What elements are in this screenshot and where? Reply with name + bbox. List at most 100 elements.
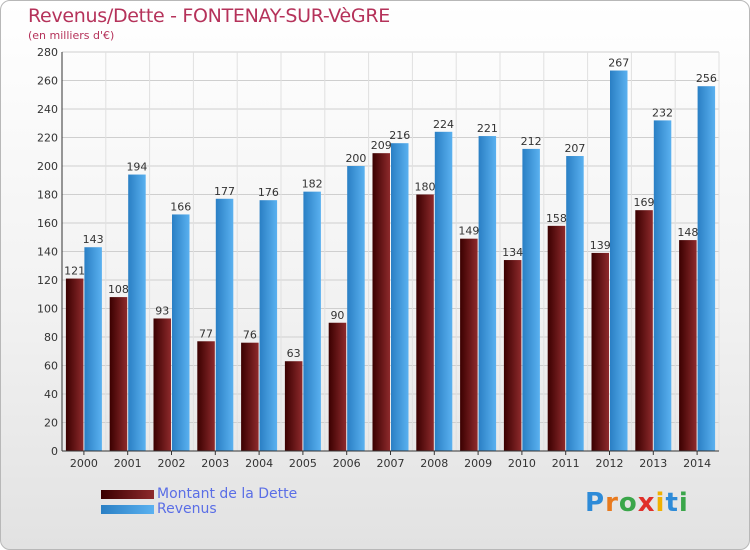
legend-label-dette: Montant de la Dette: [157, 486, 298, 502]
x-tick-label-2003: 2003: [201, 457, 229, 470]
x-tick-label-2007: 2007: [377, 457, 405, 470]
data-label-revenus-2004: 176: [258, 186, 279, 199]
chart-title: Revenus/Dette - FONTENAY-SUR-VèGRE: [28, 5, 390, 27]
bar-dette-2008: [416, 194, 434, 451]
bar-revenus-2006: [347, 166, 365, 451]
logo-letter: P: [585, 488, 606, 518]
data-label-revenus-2009: 221: [477, 122, 498, 135]
y-tick-label: 180: [37, 189, 58, 202]
x-tick-label-2012: 2012: [596, 457, 624, 470]
bar-revenus-2001: [128, 174, 146, 452]
data-label-dette-2001: 108: [108, 283, 129, 296]
data-label-dette-2010: 134: [502, 246, 523, 259]
bar-dette-2014: [679, 240, 697, 451]
data-label-dette-2012: 139: [590, 239, 611, 252]
legend-swatch-revenus: [101, 505, 154, 514]
bar-revenus-2011: [566, 156, 584, 451]
y-tick-label: 80: [44, 331, 58, 344]
x-tick-label-2001: 2001: [114, 457, 142, 470]
bar-dette-2010: [503, 260, 522, 451]
bar-revenus-2005: [303, 191, 321, 451]
bar-dette-2000: [65, 278, 84, 451]
bar-revenus-2002: [172, 214, 190, 451]
data-label-dette-2000: 121: [64, 265, 85, 278]
data-label-revenus-2010: 212: [521, 135, 542, 148]
x-tick-label-2013: 2013: [639, 457, 667, 470]
x-tick-label-2005: 2005: [289, 457, 317, 470]
y-tick-label: 140: [37, 246, 58, 259]
y-tick-label: 60: [44, 360, 58, 373]
legend-swatch-dette: [101, 490, 154, 499]
bar-revenus-2014: [697, 86, 716, 451]
y-tick-label: 40: [44, 388, 58, 401]
logo-letter: i: [655, 488, 666, 518]
data-label-dette-2009: 149: [458, 225, 479, 238]
data-label-revenus-2011: 207: [564, 142, 585, 155]
y-tick-label: 260: [37, 75, 58, 88]
data-label-dette-2013: 169: [634, 196, 655, 209]
logo-letter: o: [618, 488, 638, 518]
bar-dette-2003: [197, 341, 215, 451]
data-label-revenus-2005: 182: [302, 178, 323, 191]
chart-subtitle: (en milliers d'€): [28, 29, 115, 42]
logo-letter: r: [605, 488, 619, 518]
data-label-revenus-2007: 216: [389, 129, 410, 142]
bar-revenus-2007: [391, 143, 409, 451]
bar-dette-2006: [328, 322, 347, 451]
bar-dette-2002: [153, 318, 171, 451]
legend: Montant de la Dette Revenus: [101, 487, 297, 517]
bar-dette-2013: [635, 210, 653, 451]
data-label-dette-2014: 148: [677, 226, 698, 239]
x-tick-label-2009: 2009: [464, 457, 492, 470]
bar-dette-2007: [372, 153, 390, 452]
data-label-revenus-2000: 143: [83, 233, 104, 246]
bar-revenus-2000: [84, 247, 102, 451]
proxiti-logo: Proxiti: [585, 488, 689, 518]
y-tick-label: 280: [37, 46, 58, 59]
data-label-dette-2003: 77: [199, 327, 213, 340]
data-label-revenus-2008: 224: [433, 118, 454, 131]
bar-dette-2011: [547, 225, 566, 451]
x-tick-label-2002: 2002: [158, 457, 186, 470]
data-label-dette-2006: 90: [330, 309, 344, 322]
y-tick-label: 240: [37, 103, 58, 116]
bar-dette-2001: [109, 297, 128, 451]
legend-item-revenus: Revenus: [101, 502, 297, 517]
x-tick-label-2010: 2010: [508, 457, 536, 470]
x-tick-label-2004: 2004: [245, 457, 273, 470]
data-label-revenus-2014: 256: [696, 72, 717, 85]
logo-letter: x: [637, 488, 656, 518]
logo-letter: t: [665, 488, 679, 518]
x-tick-label-2011: 2011: [552, 457, 580, 470]
x-tick-label-2000: 2000: [70, 457, 98, 470]
data-label-revenus-2001: 194: [126, 161, 147, 174]
data-label-dette-2004: 76: [243, 329, 257, 342]
y-tick-label: 20: [44, 417, 58, 430]
bar-revenus-2008: [434, 131, 453, 452]
x-tick-label-2014: 2014: [683, 457, 711, 470]
legend-label-revenus: Revenus: [157, 501, 217, 517]
data-label-revenus-2003: 177: [214, 185, 235, 198]
data-label-dette-2008: 180: [415, 181, 436, 194]
data-label-revenus-2006: 200: [345, 152, 366, 165]
legend-item-dette: Montant de la Dette: [101, 487, 297, 502]
y-tick-label: 200: [37, 160, 58, 173]
bar-dette-2004: [241, 342, 259, 451]
bar-revenus-2012: [610, 70, 628, 452]
bar-revenus-2010: [522, 148, 540, 451]
bar-revenus-2013: [653, 120, 672, 452]
logo-letter: i: [678, 488, 689, 518]
data-label-dette-2005: 63: [287, 347, 301, 360]
data-label-revenus-2013: 232: [652, 106, 673, 119]
data-label-dette-2002: 93: [155, 304, 169, 317]
x-tick-label-2006: 2006: [333, 457, 361, 470]
data-label-dette-2011: 158: [546, 212, 567, 225]
y-tick-label: 0: [51, 445, 58, 458]
data-label-revenus-2002: 166: [170, 200, 191, 213]
y-tick-label: 100: [37, 303, 58, 316]
bar-revenus-2003: [215, 198, 234, 451]
y-tick-label: 160: [37, 217, 58, 230]
data-label-dette-2007: 209: [371, 139, 392, 152]
data-label-revenus-2012: 267: [608, 57, 629, 70]
